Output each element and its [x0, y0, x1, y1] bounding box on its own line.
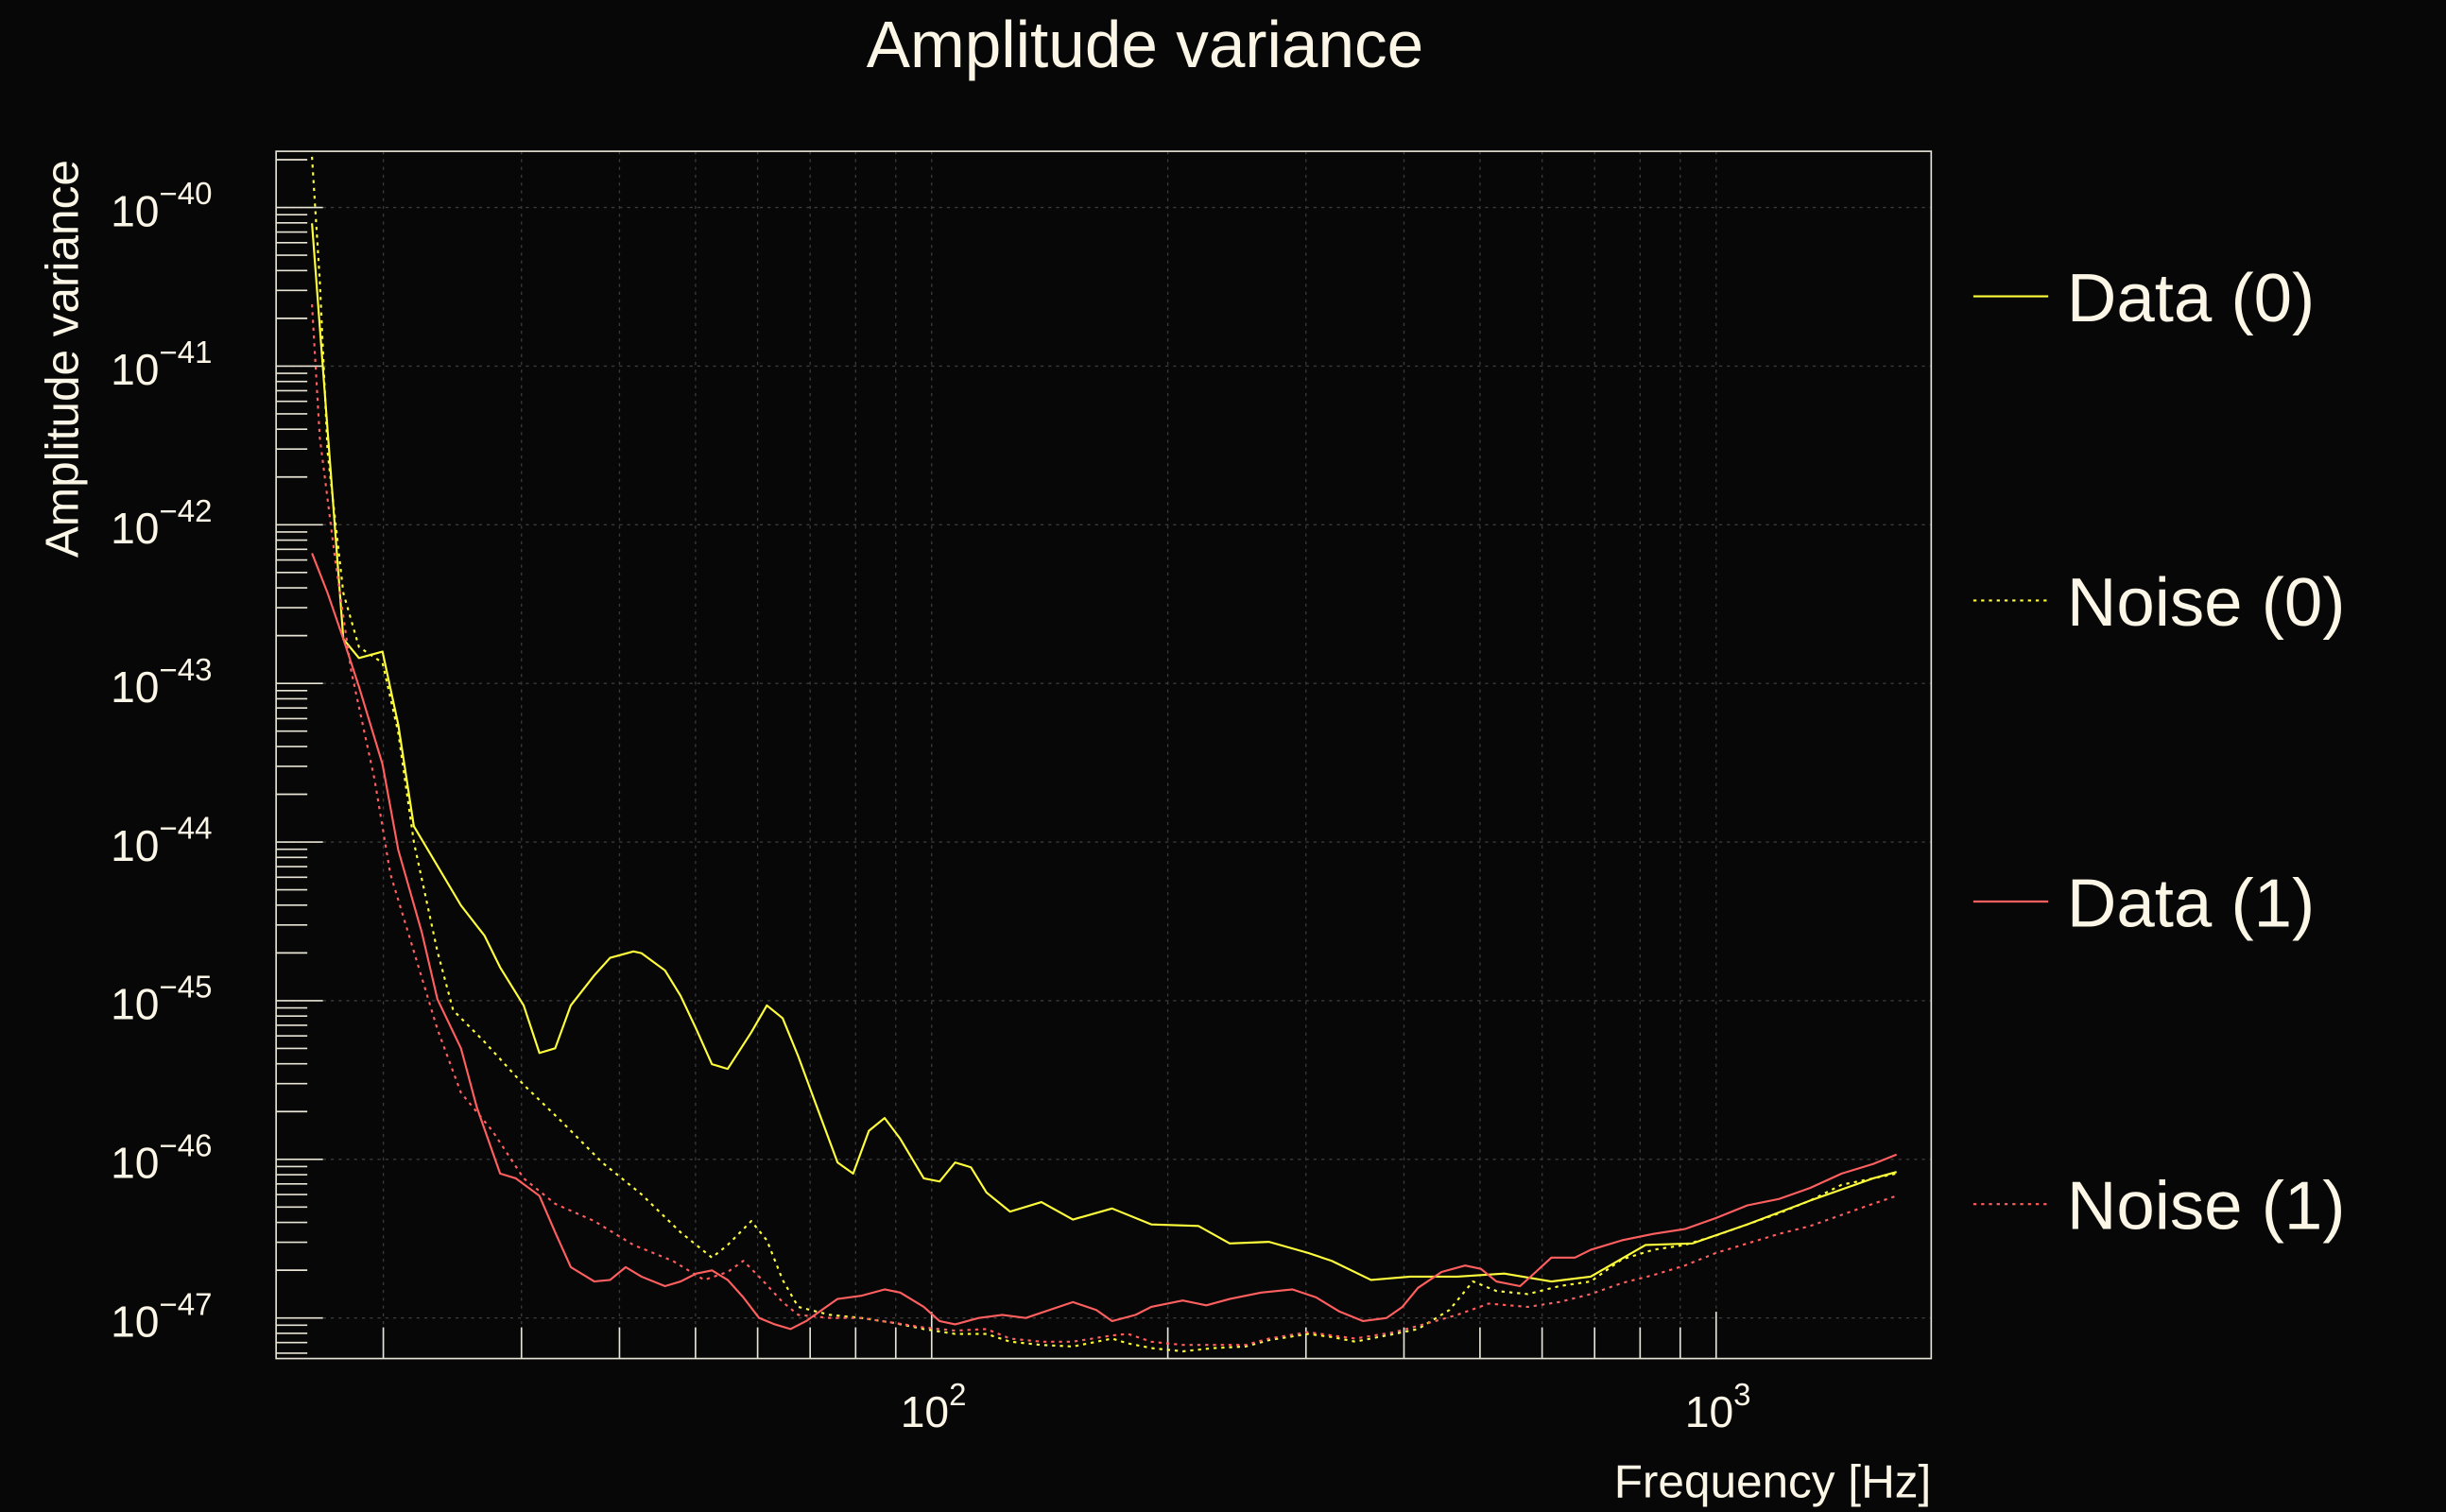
x-axis-label: Frequency [Hz] [1614, 1455, 1932, 1507]
x-tick-label-exponent: 2 [949, 1377, 966, 1412]
y-tick-label-exponent: −43 [159, 652, 212, 687]
legend-label: Data (0) [2067, 260, 2315, 336]
y-tick-label-base: 10 [111, 504, 159, 553]
y-tick-label-exponent: −45 [159, 970, 212, 1005]
y-tick-label: 10−43 [111, 652, 212, 712]
y-tick-label-base: 10 [111, 186, 159, 235]
y-tick-label: 10−47 [111, 1286, 212, 1346]
y-tick-label-base: 10 [111, 821, 159, 870]
plot-frame [275, 150, 1933, 1360]
y-tick-label: 10−41 [111, 335, 212, 394]
y-tick-label: 10−40 [111, 176, 212, 235]
y-tick-label-exponent: −40 [159, 176, 212, 211]
legend-label: Noise (0) [2067, 564, 2346, 641]
chart-title: Amplitude variance [867, 8, 1423, 81]
y-tick-label-base: 10 [111, 980, 159, 1029]
tick-labels: 10−4010−4110−4210−4310−4410−4510−4610−47… [111, 176, 1750, 1436]
series-lines [311, 156, 1898, 1353]
y-tick-label: 10−45 [111, 970, 212, 1029]
y-tick-label-base: 10 [111, 1139, 159, 1188]
legend-label: Noise (1) [2067, 1168, 2346, 1245]
y-axis-label: Amplitude variance [37, 160, 89, 558]
y-tick-label: 10−44 [111, 811, 212, 870]
y-tick-label-base: 10 [111, 345, 159, 394]
x-tick-label: 102 [901, 1377, 967, 1436]
y-tick-label-base: 10 [111, 662, 159, 712]
legend-label: Data (1) [2067, 865, 2315, 941]
x-tick-label-base: 10 [901, 1387, 949, 1436]
y-tick-label-exponent: −47 [159, 1286, 212, 1321]
y-tick-label-base: 10 [111, 1297, 159, 1346]
grid [276, 151, 1932, 1359]
y-tick-label-exponent: −41 [159, 335, 212, 369]
series-line-noise-1 [311, 303, 1898, 1347]
x-tick-label-exponent: 3 [1733, 1377, 1750, 1412]
y-tick-label: 10−46 [111, 1127, 212, 1187]
y-tick-label-exponent: −42 [159, 493, 212, 528]
y-tick-label-exponent: −44 [159, 811, 212, 846]
legend: Data (0) Noise (0) Data (1) Noise (1) [1972, 260, 2346, 1245]
y-tick-label-exponent: −46 [159, 1127, 212, 1162]
axis-ticks [276, 159, 1717, 1359]
series-line-data-1 [311, 553, 1898, 1331]
x-tick-label: 103 [1685, 1377, 1751, 1436]
y-tick-label: 10−42 [111, 493, 212, 553]
series-line-data-0 [311, 223, 1897, 1283]
x-tick-label-base: 10 [1685, 1387, 1733, 1436]
series-line-noise-0 [311, 156, 1897, 1353]
